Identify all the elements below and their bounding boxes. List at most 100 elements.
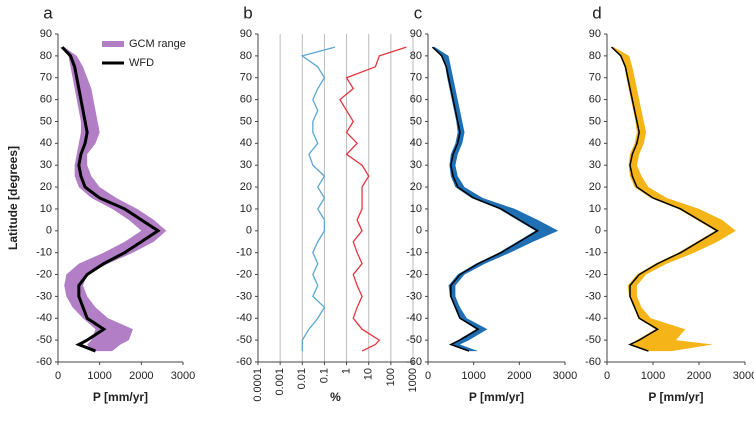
y-tick-label: 0	[246, 225, 252, 237]
x-tick-label: 1000	[641, 370, 665, 382]
x-axis-label: %	[330, 390, 341, 404]
y-tick-label: 30	[240, 159, 252, 171]
y-tick-label: -10	[585, 247, 601, 259]
y-tick-label: 60	[410, 94, 422, 106]
legend-label: WFD	[129, 57, 154, 69]
x-tick-label: 2000	[687, 370, 711, 382]
y-tick-label: 90	[589, 28, 601, 40]
y-tick-label: 80	[40, 50, 52, 62]
y-tick-label: -30	[406, 290, 422, 302]
range-band	[431, 47, 559, 352]
x-tick-label: 0.1	[318, 368, 330, 383]
panel-label: a	[43, 3, 53, 22]
x-tick-label: 0	[604, 370, 610, 382]
y-tick-label: -30	[36, 290, 52, 302]
y-tick-label: 30	[40, 159, 52, 171]
y-tick-label: -50	[406, 334, 422, 346]
y-tick-label: -40	[406, 312, 422, 324]
range-band	[610, 47, 736, 352]
y-tick-label: 50	[410, 115, 422, 127]
y-tick-label: 20	[589, 181, 601, 193]
x-tick-label: 3000	[733, 370, 754, 382]
y-tick-label: 10	[410, 203, 422, 215]
y-axis-label: Latitude [degrees]	[6, 146, 20, 250]
x-tick-label: 2000	[507, 370, 531, 382]
y-tick-label: 30	[589, 159, 601, 171]
y-tick-label: 80	[589, 50, 601, 62]
y-tick-label: 50	[240, 115, 252, 127]
y-tick-label: -60	[236, 356, 252, 368]
series-line	[61, 46, 161, 353]
y-tick-label: 0	[595, 225, 601, 237]
y-tick-label: -10	[36, 247, 52, 259]
y-tick-label: -20	[585, 268, 601, 280]
x-tick-label: 100	[385, 368, 397, 386]
x-axis-label: P [mm/yr]	[648, 390, 703, 404]
series-line	[611, 46, 719, 352]
x-tick-label: 1000	[87, 370, 111, 382]
y-tick-label: 80	[240, 50, 252, 62]
x-tick-label: 0.0001	[252, 368, 264, 402]
y-tick-label: 60	[240, 94, 252, 106]
y-tick-label: 90	[240, 28, 252, 40]
panel-label: d	[592, 3, 601, 22]
series-line	[339, 46, 407, 352]
y-tick-label: 20	[410, 181, 422, 193]
y-tick-label: 10	[40, 203, 52, 215]
y-tick-label: -20	[236, 268, 252, 280]
y-tick-label: -50	[585, 334, 601, 346]
y-tick-label: -60	[406, 356, 422, 368]
y-tick-label: -60	[36, 356, 52, 368]
panel-label: c	[414, 3, 423, 22]
x-tick-label: 1	[340, 368, 352, 374]
y-tick-label: -20	[36, 268, 52, 280]
x-axis-label: P [mm/yr]	[469, 390, 524, 404]
panel-label: b	[243, 3, 252, 22]
y-tick-label: 50	[589, 115, 601, 127]
series-line	[300, 46, 336, 352]
y-tick-label: 20	[240, 181, 252, 193]
y-tick-label: 40	[40, 137, 52, 149]
y-tick-label: 60	[40, 94, 52, 106]
y-tick-label: -20	[406, 268, 422, 280]
x-tick-label: 0.001	[274, 368, 286, 396]
y-tick-label: 90	[410, 28, 422, 40]
y-tick-label: 50	[40, 115, 52, 127]
y-tick-label: 70	[589, 72, 601, 84]
y-tick-label: 70	[410, 72, 422, 84]
x-tick-label: 3000	[553, 370, 577, 382]
y-tick-label: -50	[236, 334, 252, 346]
y-tick-label: -40	[36, 312, 52, 324]
y-tick-label: -50	[36, 334, 52, 346]
y-tick-label: 40	[410, 137, 422, 149]
y-tick-label: 60	[589, 94, 601, 106]
series-line	[432, 46, 540, 352]
x-tick-label: 0	[55, 370, 61, 382]
x-tick-label: 10	[363, 368, 375, 380]
y-tick-label: 40	[589, 137, 601, 149]
y-tick-label: 80	[410, 50, 422, 62]
x-tick-label: 3000	[171, 370, 195, 382]
y-tick-label: 10	[589, 203, 601, 215]
y-tick-label: -10	[406, 247, 422, 259]
x-tick-label: 1000	[461, 370, 485, 382]
x-tick-label: 0.01	[296, 368, 308, 389]
y-tick-label: -30	[585, 290, 601, 302]
x-tick-label: 0	[425, 370, 431, 382]
y-tick-label: -40	[585, 312, 601, 324]
y-tick-label: 40	[240, 137, 252, 149]
x-tick-label: 2000	[129, 370, 153, 382]
y-tick-label: 10	[240, 203, 252, 215]
y-tick-label: -10	[236, 247, 252, 259]
y-tick-label: 90	[40, 28, 52, 40]
legend-label: GCM range	[129, 38, 186, 50]
y-tick-label: 0	[46, 225, 52, 237]
y-tick-label: -60	[585, 356, 601, 368]
y-tick-label: -30	[236, 290, 252, 302]
y-tick-label: 70	[40, 72, 52, 84]
y-tick-label: 30	[410, 159, 422, 171]
y-tick-label: 0	[416, 225, 422, 237]
y-tick-label: -40	[236, 312, 252, 324]
y-tick-label: 70	[240, 72, 252, 84]
